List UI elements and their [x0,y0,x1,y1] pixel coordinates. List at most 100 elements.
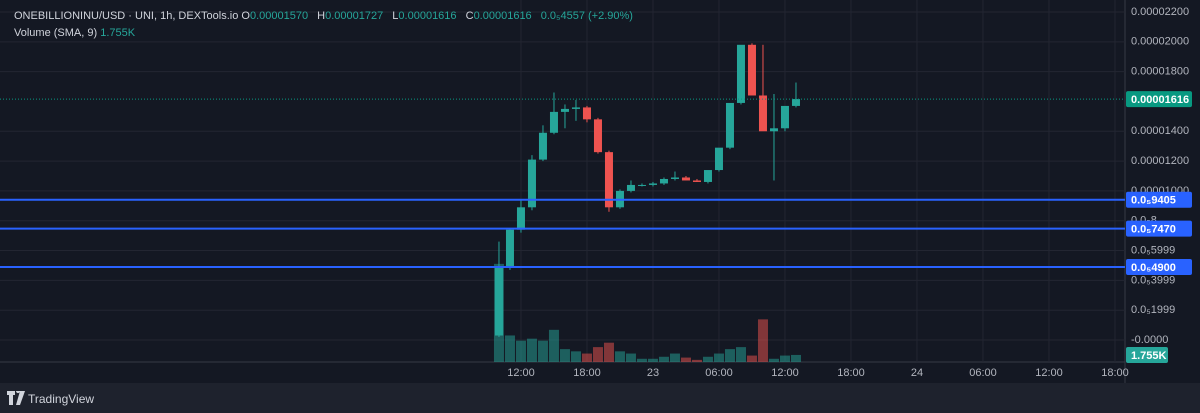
volume-bar [702,356,713,362]
volume-bar [768,358,779,362]
candle-body [538,132,547,160]
y-tick-label: 0.0₅3999 [1131,274,1175,286]
candle-body [505,229,514,267]
ohlc-key: H [317,10,326,22]
x-tick-label: 18:00 [573,367,601,379]
volume-bar [790,354,801,362]
candle-body [736,44,745,103]
volume-bar [735,347,746,362]
symbol-title: ONEBILLIONINU/USD · UNI, 1h, DEXTools.io [14,10,239,22]
horizontal-line-label: 0.0₅7470 [1131,224,1176,236]
y-tick-label: 0.0₅1999 [1131,304,1175,316]
volume-bar [669,353,680,362]
candle-body [648,183,657,185]
candle-body [725,102,734,148]
candle-body [571,107,580,109]
x-tick-label: 06:00 [969,367,997,379]
candle-body [747,44,756,96]
candle-body [582,107,591,120]
volume-bar [757,319,768,362]
ohlc-value: 0.00001616 [473,10,532,22]
candle-body [692,180,701,182]
last-price-label: 0.00001616 [1131,94,1189,106]
horizontal-line-label: 0.0₅4900 [1131,262,1176,274]
last-price-badge [1126,91,1192,108]
candle-body [681,177,690,181]
horizontal-line-badge [1126,191,1192,208]
candle-body [769,128,778,132]
ohlc-value: 0.00001570 [249,10,309,22]
volume-bar [581,353,592,362]
volume-bar [603,342,614,362]
candle-body [670,177,679,179]
ohlc-key: O [241,10,250,22]
brand-logo [7,391,25,405]
volume-legend: Volume (SMA, 9) 1.755K [14,27,141,39]
volume-bar [548,329,559,362]
candle-body [703,170,712,182]
x-tick-label: 12:00 [507,367,535,379]
y-tick-label: 0.0₅5999 [1131,244,1175,256]
candle-body [637,184,646,186]
volume-bar [504,335,515,362]
volume-bar [614,351,625,362]
candle-body [626,184,635,191]
x-tick-label: 24 [911,367,923,379]
brand-name: TradingView [28,392,95,406]
volume-value: 1.755K [100,27,136,39]
x-tick-label: 23 [647,367,659,379]
horizontal-line-badge [1126,258,1192,275]
volume-bar [592,347,603,362]
chart: 0.00002200 0.00002000 0.00001800 0.00001400… [0,0,1200,383]
volume-bar [658,356,669,362]
volume-badge-label: 1.755K [1131,350,1167,362]
volume-bar [779,355,790,362]
candle-body [780,105,789,129]
volume-bar [515,340,526,362]
candle-body [758,95,767,132]
candle-body [791,99,800,106]
candle-body [714,147,723,171]
volume-bar [713,353,724,362]
volume-bar [647,358,658,362]
ohlc-value: 0.0₅4557 (+2.90%) [540,10,633,22]
ohlc-legend: ONEBILLIONINU/USD · UNI, 1h, DEXTools.io… [14,10,639,22]
volume-bar [724,349,735,362]
ohlc-key: C [465,10,474,22]
volume-bar [746,355,757,362]
volume-badge [1126,346,1168,363]
candle-body [527,159,536,208]
footer: TradingView [0,383,1200,413]
y-tick-label: 0.00001200 [1131,155,1189,167]
ohlc-value: 0.00001727 [325,10,384,22]
volume-bar [537,340,548,362]
y-tick-label: 0.00002000 [1131,36,1189,48]
horizontal-line-badge [1126,220,1192,237]
volume-bar [559,349,570,362]
x-tick-label: 12:00 [771,367,799,379]
x-tick-label: 18:00 [1101,367,1129,379]
candle-body [560,108,569,112]
candle-body [604,152,613,208]
volume-title: Volume (SMA, 9) [14,27,98,39]
y-tick-label: 0.00001400 [1131,125,1189,137]
background [0,0,1200,383]
horizontal-line-label: 0.0₅9405 [1131,195,1176,207]
volume-bar [526,338,537,362]
y-tick-label: 0.00002200 [1131,6,1189,18]
x-tick-label: 06:00 [705,367,733,379]
x-tick-label: 12:00 [1035,367,1063,379]
volume-bar [636,358,647,362]
candle-body [593,119,602,153]
y-tick-label: 0.00001800 [1131,66,1189,78]
candle-body [494,266,503,336]
x-tick-label: 18:00 [837,367,865,379]
volume-bar [680,357,691,362]
candle-body [516,207,525,230]
candle-body [549,111,558,133]
ohlc-value: 0.00001616 [398,10,457,22]
y-tick-label: -0.0000 [1131,334,1168,346]
volume-bar [570,351,581,362]
ohlc-key: L [392,10,399,22]
